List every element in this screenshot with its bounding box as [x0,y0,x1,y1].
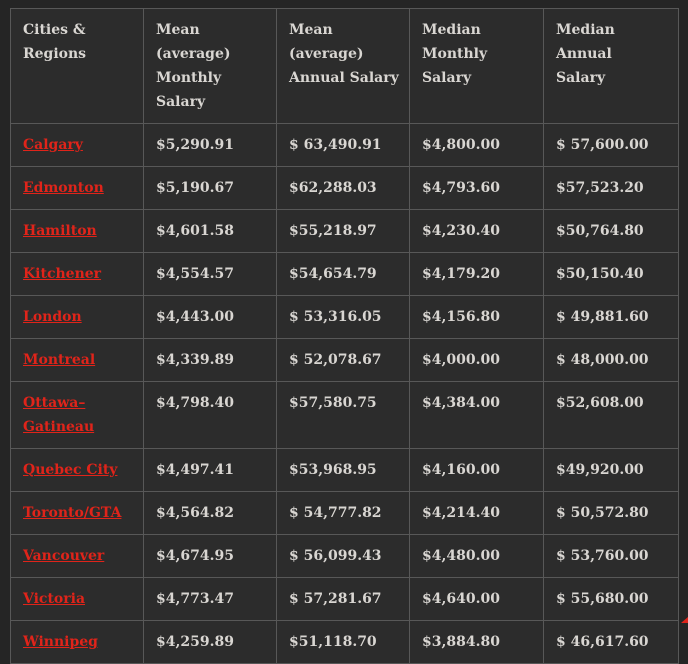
city-link[interactable]: Kitchener [23,266,102,282]
city-cell: Montreal [10,338,144,382]
median-annual-salary-cell: $50,764.80 [543,209,679,253]
median-annual-salary-cell: $ 49,881.60 [543,295,679,339]
median-annual-salary-cell: $ 53,760.00 [543,534,679,578]
median-annual-salary-cell: $ 55,680.00 [543,577,679,621]
table-row: Victoria $4,773.47 $ 57,281.67 $4,640.00 $ 5… [10,577,679,621]
median-monthly-salary-cell: $4,000.00 [409,338,544,382]
salary-table-container: Cities & Regions Mean (average) Monthly S… [10,8,679,664]
column-header-mean-annual-salary: Mean (average) Annual Salary [276,8,410,124]
median-annual-salary-cell: $49,920.00 [543,448,679,492]
mean-annual-salary-cell: $ 54,777.82 [276,491,410,535]
median-monthly-salary-cell: $4,156.80 [409,295,544,339]
median-monthly-salary-cell: $4,230.40 [409,209,544,253]
median-monthly-salary-cell: $4,800.00 [409,123,544,167]
table-row: Quebec City $4,497.41 $53,968.95 $4,160.00 $… [10,448,679,492]
median-annual-salary-cell: $57,523.20 [543,166,679,210]
city-link[interactable]: Calgary [23,137,83,153]
median-monthly-salary-cell: $4,793.60 [409,166,544,210]
mean-monthly-salary-cell: $5,290.91 [143,123,277,167]
city-cell: Edmonton [10,166,144,210]
mean-monthly-salary-cell: $4,798.40 [143,381,277,449]
table-row: Edmonton $5,190.67 $62,288.03 $4,793.60 $57,… [10,166,679,210]
table-row: Vancouver $4,674.95 $ 56,099.43 $4,480.00 $ … [10,534,679,578]
table-row: Ottawa–Gatineau $4,798.40 $57,580.75 $4,384… [10,381,679,449]
mean-annual-salary-cell: $51,118.70 [276,620,410,664]
mean-monthly-salary-cell: $4,259.89 [143,620,277,664]
city-link[interactable]: Victoria [23,591,86,607]
table-row: Toronto/GTA $4,564.82 $ 54,777.82 $4,214.40… [10,491,679,535]
table-row: London $4,443.00 $ 53,316.05 $4,156.80 $ 49,… [10,295,679,339]
table-header-row: Cities & Regions Mean (average) Monthly S… [10,8,679,124]
mean-annual-salary-cell: $ 52,078.67 [276,338,410,382]
city-cell: Ottawa–Gatineau [10,381,144,449]
mean-annual-salary-cell: $ 57,281.67 [276,577,410,621]
city-cell: Kitchener [10,252,144,296]
mean-annual-salary-cell: $54,654.79 [276,252,410,296]
city-cell: Calgary [10,123,144,167]
table-row: Montreal $4,339.89 $ 52,078.67 $4,000.00 $ 4… [10,338,679,382]
mean-monthly-salary-cell: $4,443.00 [143,295,277,339]
salary-table: Cities & Regions Mean (average) Monthly S… [10,8,679,664]
city-link[interactable]: Toronto/GTA [23,505,122,521]
red-corner-artifact [681,617,688,623]
city-cell: Victoria [10,577,144,621]
city-link[interactable]: Hamilton [23,223,97,239]
city-link[interactable]: Edmonton [23,180,104,196]
median-monthly-salary-cell: $4,214.40 [409,491,544,535]
mean-annual-salary-cell: $57,580.75 [276,381,410,449]
mean-annual-salary-cell: $62,288.03 [276,166,410,210]
median-annual-salary-cell: $ 50,572.80 [543,491,679,535]
column-header-median-monthly-salary: Median Monthly Salary [409,8,544,124]
mean-monthly-salary-cell: $4,554.57 [143,252,277,296]
mean-monthly-salary-cell: $4,564.82 [143,491,277,535]
table-row: Hamilton $4,601.58 $55,218.97 $4,230.40 $50,… [10,209,679,253]
median-annual-salary-cell: $ 46,617.60 [543,620,679,664]
mean-annual-salary-cell: $ 56,099.43 [276,534,410,578]
city-cell: London [10,295,144,339]
header-row: Cities & Regions Mean (average) Monthly S… [10,8,679,124]
city-cell: Quebec City [10,448,144,492]
column-header-mean-monthly-salary: Mean (average) Monthly Salary [143,8,277,124]
mean-annual-salary-cell: $ 63,490.91 [276,123,410,167]
city-link[interactable]: Winnipeg [23,634,98,650]
city-link[interactable]: London [23,309,82,325]
column-header-median-annual-salary: Median Annual Salary [543,8,679,124]
city-link[interactable]: Ottawa–Gatineau [23,395,95,435]
mean-annual-salary-cell: $ 53,316.05 [276,295,410,339]
mean-annual-salary-cell: $55,218.97 [276,209,410,253]
median-monthly-salary-cell: $4,160.00 [409,448,544,492]
mean-monthly-salary-cell: $4,674.95 [143,534,277,578]
column-header-cities-regions: Cities & Regions [10,8,144,124]
table-row: Calgary $5,290.91 $ 63,490.91 $4,800.00 $ 57… [10,123,679,167]
median-annual-salary-cell: $ 48,000.00 [543,338,679,382]
table-row: Winnipeg $4,259.89 $51,118.70 $3,884.80 $ 46… [10,620,679,664]
mean-monthly-salary-cell: $4,601.58 [143,209,277,253]
median-annual-salary-cell: $ 57,600.00 [543,123,679,167]
mean-annual-salary-cell: $53,968.95 [276,448,410,492]
city-link[interactable]: Quebec City [23,462,118,478]
city-cell: Toronto/GTA [10,491,144,535]
city-link[interactable]: Vancouver [23,548,105,564]
median-annual-salary-cell: $50,150.40 [543,252,679,296]
city-link[interactable]: Montreal [23,352,96,368]
median-monthly-salary-cell: $4,640.00 [409,577,544,621]
median-monthly-salary-cell: $4,480.00 [409,534,544,578]
mean-monthly-salary-cell: $5,190.67 [143,166,277,210]
table-row: Kitchener $4,554.57 $54,654.79 $4,179.20 $50… [10,252,679,296]
median-monthly-salary-cell: $4,384.00 [409,381,544,449]
city-cell: Vancouver [10,534,144,578]
mean-monthly-salary-cell: $4,497.41 [143,448,277,492]
mean-monthly-salary-cell: $4,339.89 [143,338,277,382]
table-body: Calgary $5,290.91 $ 63,490.91 $4,800.00 $ 57… [10,123,679,664]
mean-monthly-salary-cell: $4,773.47 [143,577,277,621]
city-cell: Hamilton [10,209,144,253]
median-monthly-salary-cell: $4,179.20 [409,252,544,296]
median-monthly-salary-cell: $3,884.80 [409,620,544,664]
city-cell: Winnipeg [10,620,144,664]
median-annual-salary-cell: $52,608.00 [543,381,679,449]
